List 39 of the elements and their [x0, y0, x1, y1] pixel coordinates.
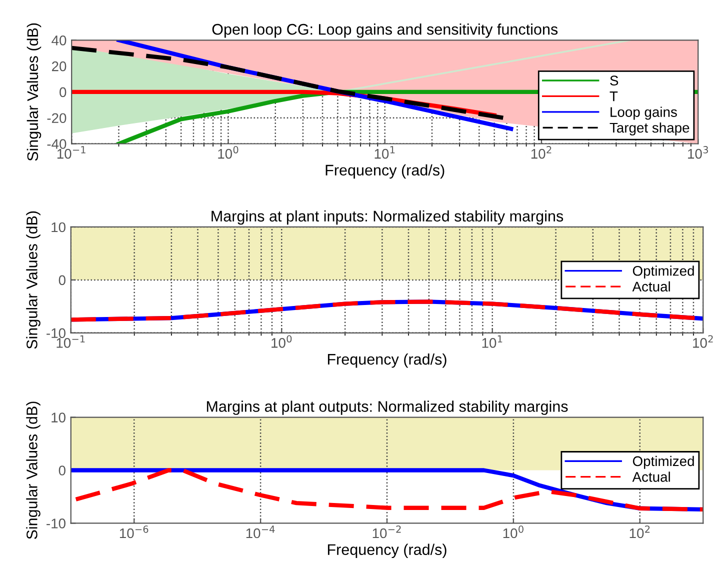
y-axis-title: Singular Values (dB) — [26, 402, 40, 540]
x-tick-label: 10$^{2}$ — [630, 526, 650, 538]
x-tick-label: 10$^{1}$ — [482, 335, 502, 348]
x-tick-label: 10$^{3}$ — [688, 146, 708, 159]
legend-label: Optimized — [632, 266, 694, 279]
x-tick-label: 10$^{1}$ — [374, 146, 395, 159]
x-tick-label: 10$^{0}$ — [272, 335, 292, 348]
y-tick-label: -10 — [46, 518, 66, 528]
legend-label: S — [610, 76, 618, 86]
chart-title: Margins at plant outputs: Normalized stability margins — [206, 400, 568, 415]
legend-label: Target shape — [610, 122, 690, 136]
y-tick-label: 10 — [52, 412, 66, 422]
legend-label: T — [610, 92, 618, 102]
x-tick-label: 10$^{0}$ — [503, 526, 524, 538]
legend-label: Actual — [632, 472, 670, 482]
x-tick-label: 10$^{−6}$ — [120, 526, 148, 538]
chart-title: Open loop CG: Loop gains and sensitivity functions — [212, 24, 558, 38]
x-tick-label: 10$^{2}$ — [693, 335, 713, 348]
x-tick-label: 10$^{−2}$ — [372, 526, 401, 538]
y-axis-title: Singular Values (dB) — [26, 23, 42, 161]
x-axis-title: Frequency (rad/s) — [326, 164, 444, 179]
y-tick-label: -20 — [47, 113, 66, 124]
y-tick-label: -40 — [47, 139, 66, 149]
y-tick-label: 20 — [52, 61, 66, 72]
y-tick-label: 10 — [52, 222, 66, 232]
legend-label: Optimized — [632, 456, 694, 469]
legend-label: Actual — [632, 281, 670, 292]
legend-label: Loop gains — [610, 106, 677, 120]
y-tick-label: 40 — [52, 35, 66, 46]
x-axis-title: Frequency (rad/s) — [328, 544, 446, 558]
y-axis-title: Singular Values (dB) — [26, 211, 40, 349]
x-tick-label: 10$^{0}$ — [218, 146, 238, 159]
chart-title: Margins at plant inputs: Normalized stability margins — [212, 210, 564, 225]
x-axis-title: Frequency (rad/s) — [328, 353, 446, 368]
y-tick-label: 0 — [60, 87, 66, 98]
y-tick-label: 0 — [58, 275, 66, 286]
y-tick-label: 0 — [58, 466, 66, 476]
x-tick-label: 10$^{−4}$ — [246, 526, 275, 538]
x-tick-label: 10$^{2}$ — [531, 146, 552, 159]
